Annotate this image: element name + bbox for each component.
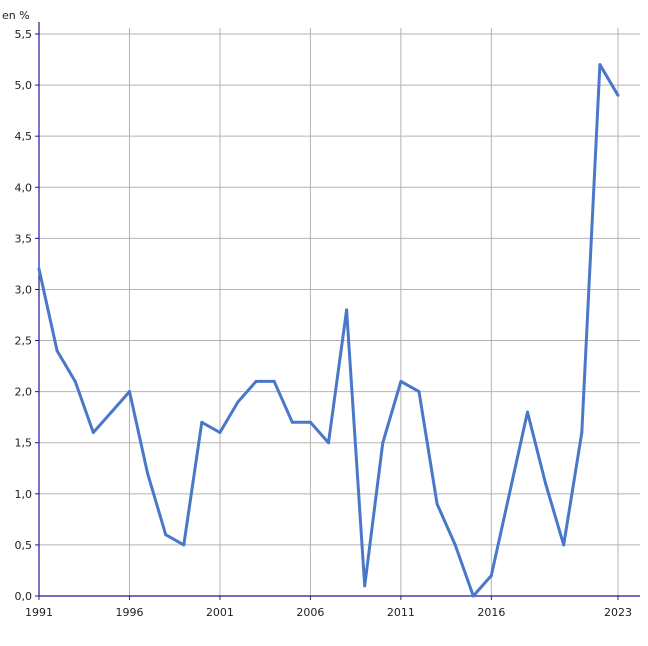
y-tick-label: 1,5 bbox=[15, 437, 33, 450]
data-point bbox=[327, 441, 330, 445]
y-axis-label: en % bbox=[2, 9, 30, 22]
data-point bbox=[290, 420, 294, 424]
data-point bbox=[308, 420, 312, 424]
data-point bbox=[127, 390, 131, 394]
data-point bbox=[363, 584, 367, 588]
y-tick-label: 2,0 bbox=[15, 386, 33, 399]
x-tick-label: 1996 bbox=[115, 606, 143, 619]
data-point bbox=[381, 441, 385, 445]
y-tick-label: 5,0 bbox=[15, 79, 33, 92]
x-tick-label: 2001 bbox=[206, 606, 234, 619]
x-tick-label: 2011 bbox=[387, 606, 415, 619]
y-tick-label: 2,5 bbox=[15, 335, 33, 348]
data-point bbox=[526, 410, 530, 414]
y-tick-label: 1,0 bbox=[15, 488, 33, 501]
data-point bbox=[254, 379, 258, 383]
y-tick-label: 3,5 bbox=[15, 232, 33, 245]
y-tick-label: 5,5 bbox=[15, 28, 33, 41]
x-tick-label: 1991 bbox=[25, 606, 53, 619]
data-point bbox=[91, 431, 95, 435]
data-point bbox=[73, 379, 77, 383]
data-point bbox=[200, 420, 204, 424]
data-point bbox=[435, 502, 439, 506]
data-point bbox=[471, 594, 475, 598]
x-tick-label: 2023 bbox=[604, 606, 632, 619]
y-tick-label: 0,5 bbox=[15, 539, 33, 552]
y-tick-label: 0,0 bbox=[15, 590, 33, 603]
series-line bbox=[37, 63, 620, 598]
y-tick-label: 4,5 bbox=[15, 130, 33, 143]
y-tick-label: 3,0 bbox=[15, 283, 33, 296]
data-point bbox=[598, 63, 602, 67]
data-point bbox=[544, 482, 548, 486]
data-point bbox=[236, 400, 240, 404]
data-point bbox=[345, 308, 349, 312]
data-point bbox=[37, 267, 41, 271]
y-tick-label: 4,0 bbox=[15, 181, 33, 194]
x-tick-label: 2016 bbox=[477, 606, 505, 619]
data-point bbox=[580, 431, 584, 435]
data-point bbox=[562, 543, 566, 547]
data-point bbox=[109, 410, 113, 414]
data-point bbox=[453, 543, 457, 547]
data-point bbox=[146, 471, 150, 475]
data-point bbox=[55, 349, 59, 353]
data-point bbox=[399, 379, 403, 383]
data-point bbox=[417, 390, 421, 394]
x-tick-label: 2006 bbox=[296, 606, 324, 619]
data-point bbox=[616, 93, 620, 97]
data-point bbox=[164, 533, 168, 537]
data-point bbox=[218, 431, 222, 435]
data-point bbox=[489, 574, 493, 578]
data-point bbox=[507, 492, 511, 496]
data-point bbox=[182, 543, 186, 547]
data-point bbox=[272, 379, 276, 383]
